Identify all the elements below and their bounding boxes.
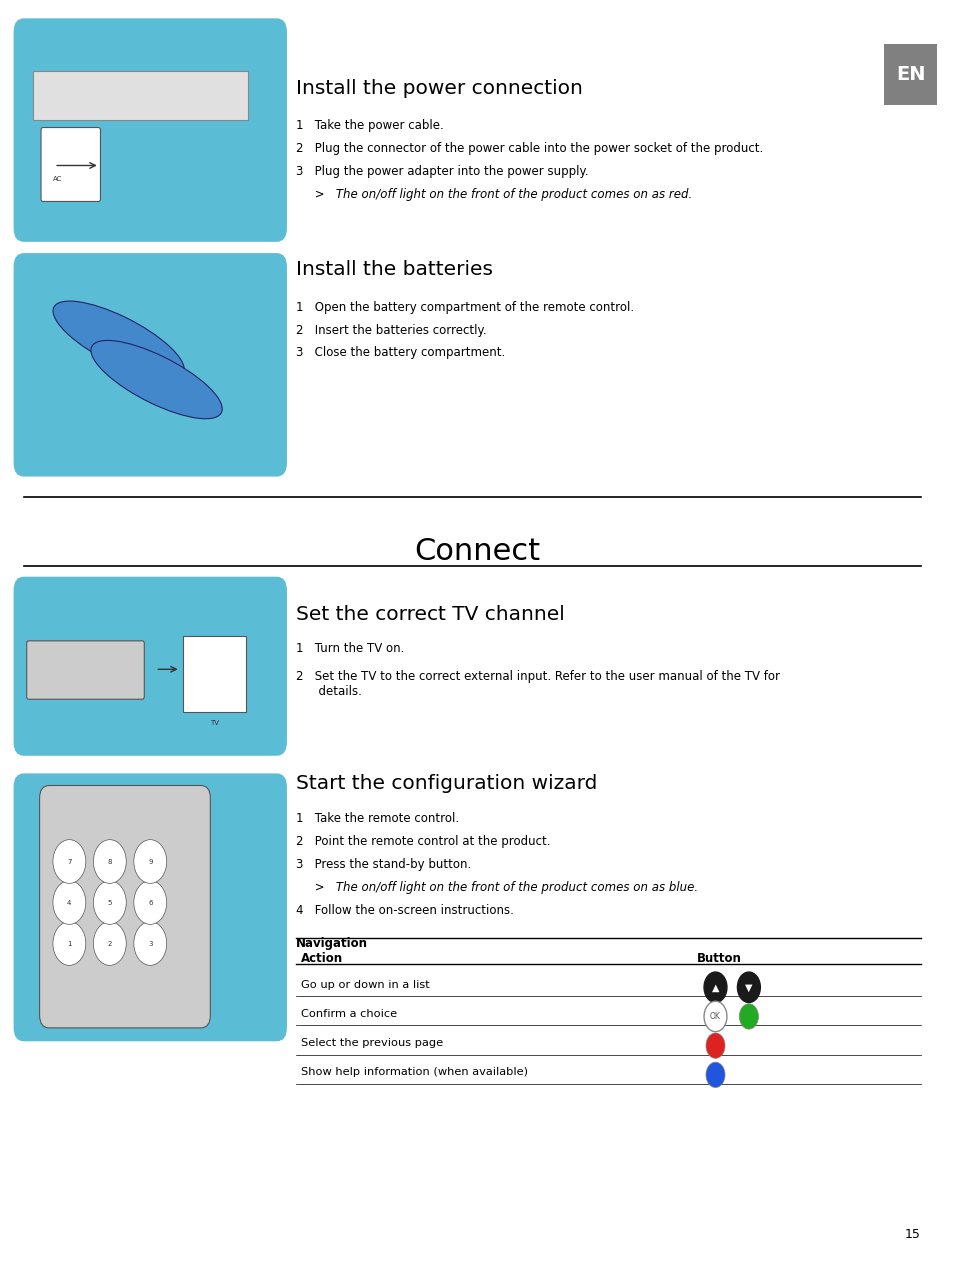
- Text: Confirm a choice: Confirm a choice: [300, 1009, 396, 1019]
- Text: 7: 7: [67, 859, 71, 864]
- Circle shape: [93, 840, 126, 883]
- Circle shape: [703, 1001, 726, 1032]
- FancyBboxPatch shape: [14, 577, 286, 755]
- Text: Select the previous page: Select the previous page: [300, 1038, 442, 1048]
- FancyBboxPatch shape: [183, 636, 246, 712]
- Text: 2   Plug the connector of the power cable into the power socket of the product.: 2 Plug the connector of the power cable …: [295, 142, 762, 155]
- Text: Show help information (when available): Show help information (when available): [300, 1067, 527, 1077]
- Circle shape: [737, 972, 760, 1003]
- Text: 3   Press the stand-by button.: 3 Press the stand-by button.: [295, 858, 471, 871]
- Text: 2   Point the remote control at the product.: 2 Point the remote control at the produc…: [295, 835, 550, 848]
- Text: Go up or down in a list: Go up or down in a list: [300, 980, 429, 990]
- Text: 4: 4: [67, 900, 71, 906]
- Text: 9: 9: [148, 859, 152, 864]
- FancyBboxPatch shape: [883, 44, 936, 105]
- Text: 5: 5: [108, 900, 112, 906]
- Text: 3   Plug the power adapter into the power supply.: 3 Plug the power adapter into the power …: [295, 165, 588, 178]
- Circle shape: [133, 881, 167, 924]
- Text: Install the power connection: Install the power connection: [295, 79, 582, 98]
- Circle shape: [133, 840, 167, 883]
- Text: Button: Button: [696, 952, 740, 964]
- Circle shape: [705, 1033, 724, 1058]
- Text: 2   Insert the batteries correctly.: 2 Insert the batteries correctly.: [295, 324, 486, 336]
- Ellipse shape: [53, 301, 184, 379]
- Text: 6: 6: [148, 900, 152, 906]
- Text: 2   Set the TV to the correct external input. Refer to the user manual of the TV: 2 Set the TV to the correct external inp…: [295, 670, 779, 698]
- Circle shape: [52, 921, 86, 966]
- FancyBboxPatch shape: [14, 19, 286, 241]
- Circle shape: [705, 1062, 724, 1088]
- Text: ▲: ▲: [711, 982, 719, 992]
- Text: 3   Close the battery compartment.: 3 Close the battery compartment.: [295, 346, 504, 359]
- Circle shape: [93, 921, 126, 966]
- Circle shape: [93, 881, 126, 924]
- Text: 3: 3: [148, 940, 152, 947]
- Text: 1   Open the battery compartment of the remote control.: 1 Open the battery compartment of the re…: [295, 301, 633, 313]
- Text: Connect: Connect: [414, 537, 539, 566]
- Circle shape: [52, 881, 86, 924]
- Circle shape: [133, 921, 167, 966]
- Text: 15: 15: [903, 1228, 920, 1241]
- FancyBboxPatch shape: [41, 128, 100, 202]
- Text: ▼: ▼: [744, 982, 752, 992]
- Text: >   The on/off light on the front of the product comes on as red.: > The on/off light on the front of the p…: [295, 188, 691, 201]
- FancyBboxPatch shape: [40, 786, 210, 1028]
- Ellipse shape: [91, 340, 222, 419]
- Text: 1   Take the remote control.: 1 Take the remote control.: [295, 812, 458, 825]
- Text: >   The on/off light on the front of the product comes on as blue.: > The on/off light on the front of the p…: [295, 881, 698, 893]
- Text: 1   Turn the TV on.: 1 Turn the TV on.: [295, 642, 404, 655]
- FancyBboxPatch shape: [14, 774, 286, 1041]
- Text: 1   Take the power cable.: 1 Take the power cable.: [295, 119, 443, 132]
- Text: Start the configuration wizard: Start the configuration wizard: [295, 774, 597, 793]
- FancyBboxPatch shape: [14, 254, 286, 476]
- Circle shape: [703, 972, 726, 1003]
- FancyBboxPatch shape: [33, 71, 248, 121]
- Text: OK: OK: [709, 1011, 720, 1022]
- Text: EN: EN: [896, 66, 924, 84]
- Circle shape: [52, 840, 86, 883]
- Text: 2: 2: [108, 940, 112, 947]
- Text: 4   Follow the on-screen instructions.: 4 Follow the on-screen instructions.: [295, 904, 513, 916]
- Text: Install the batteries: Install the batteries: [295, 260, 492, 279]
- Text: 1: 1: [67, 940, 71, 947]
- Circle shape: [739, 1004, 758, 1029]
- Text: TV: TV: [210, 720, 219, 726]
- Text: Action: Action: [300, 952, 342, 964]
- Text: AC: AC: [52, 176, 62, 183]
- Text: Set the correct TV channel: Set the correct TV channel: [295, 605, 564, 624]
- FancyBboxPatch shape: [27, 641, 144, 699]
- Text: Navigation: Navigation: [295, 937, 367, 949]
- Text: 8: 8: [108, 859, 112, 864]
